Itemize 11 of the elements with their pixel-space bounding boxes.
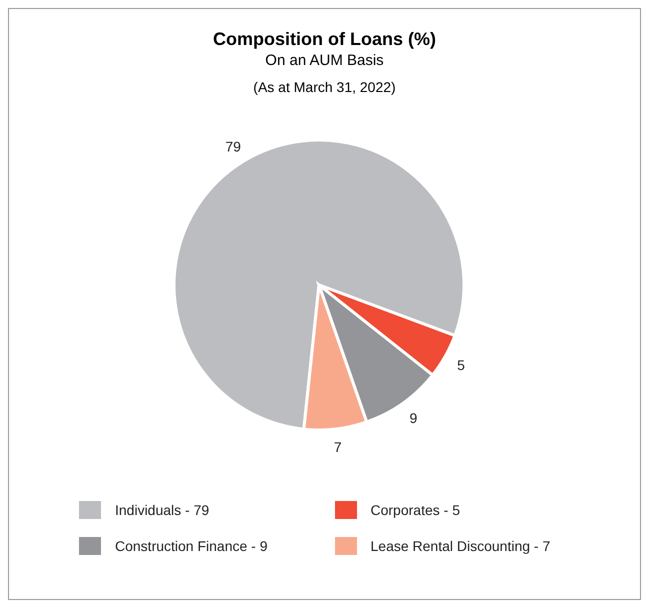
text: (As at March 31, 2022) (252, 79, 397, 95)
chart-subtitle: On an AUM Basis (264, 52, 385, 69)
data-label: 9 (410, 410, 418, 426)
data-label: 5 (457, 357, 466, 374)
legend-label: Corporates - 5 (370, 502, 460, 518)
legend-label: Lease Rental Discounting - 7 (370, 538, 550, 554)
data-label: 7 (334, 438, 342, 455)
chart-title: Composition of Loans (%) (212, 29, 437, 50)
legend-label: Construction Finance - 9 (115, 538, 268, 554)
data-label: 79 (225, 138, 242, 154)
legend-label: Individuals - 79 (115, 502, 210, 518)
